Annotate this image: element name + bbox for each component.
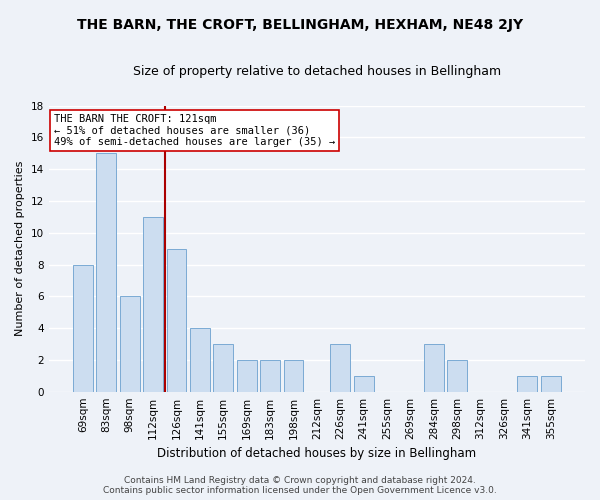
Bar [120, 296, 140, 392]
Bar [353, 376, 374, 392]
Bar [214, 344, 233, 392]
Text: Contains HM Land Registry data © Crown copyright and database right 2024.
Contai: Contains HM Land Registry data © Crown c… [103, 476, 497, 495]
Bar [517, 376, 537, 392]
Text: THE BARN THE CROFT: 121sqm
← 51% of detached houses are smaller (36)
49% of semi: THE BARN THE CROFT: 121sqm ← 51% of deta… [54, 114, 335, 148]
Bar [424, 344, 443, 392]
Bar [73, 264, 93, 392]
Bar [330, 344, 350, 392]
Bar [237, 360, 257, 392]
Bar [143, 217, 163, 392]
Title: Size of property relative to detached houses in Bellingham: Size of property relative to detached ho… [133, 65, 501, 78]
Y-axis label: Number of detached properties: Number of detached properties [15, 161, 25, 336]
Bar [447, 360, 467, 392]
X-axis label: Distribution of detached houses by size in Bellingham: Distribution of detached houses by size … [157, 447, 476, 460]
Bar [284, 360, 304, 392]
Bar [260, 360, 280, 392]
Bar [167, 248, 187, 392]
Bar [97, 153, 116, 392]
Bar [541, 376, 560, 392]
Bar [190, 328, 210, 392]
Text: THE BARN, THE CROFT, BELLINGHAM, HEXHAM, NE48 2JY: THE BARN, THE CROFT, BELLINGHAM, HEXHAM,… [77, 18, 523, 32]
